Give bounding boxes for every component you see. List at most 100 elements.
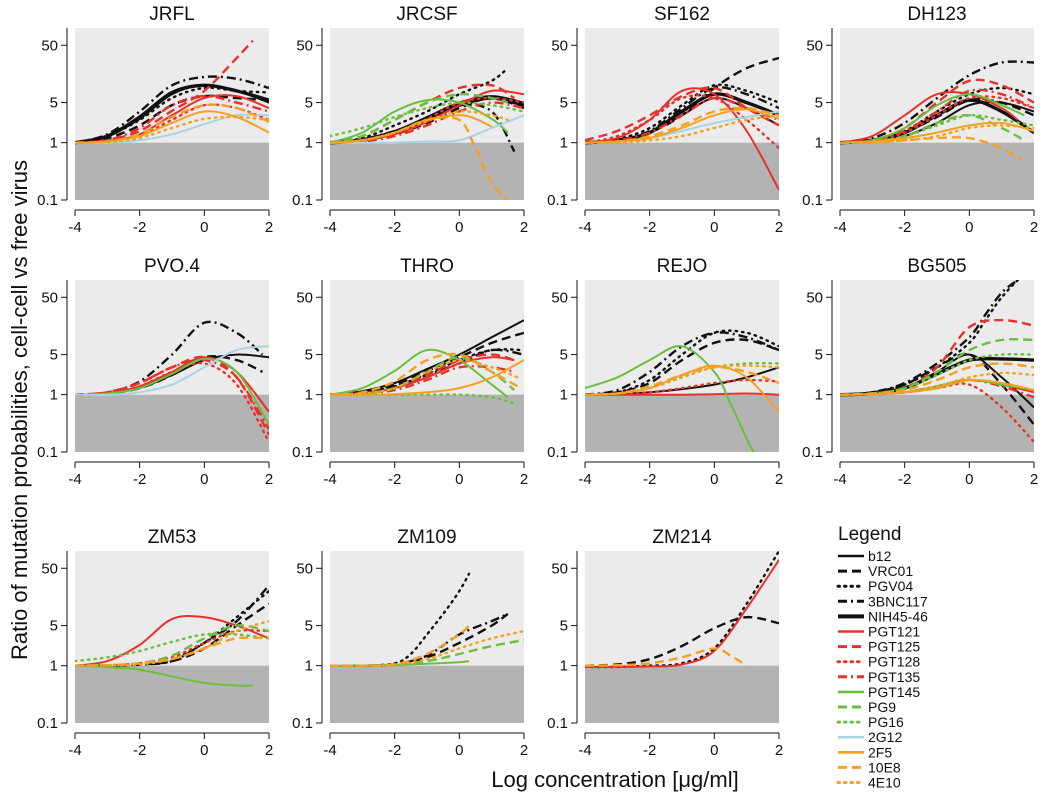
panel-zm53: ZM53 0.1 1 5 50 -4 -2 0 2 [37, 527, 273, 759]
lower-region [840, 142, 1034, 200]
y-tick-label: 5 [560, 95, 568, 112]
x-axis-label: Log concentration [μg/ml] [491, 767, 738, 792]
upper-region [330, 551, 524, 666]
series-pg9 [330, 92, 509, 144]
panel-title: SF162 [654, 4, 710, 25]
panel-title: BG505 [907, 256, 966, 277]
lower-region [330, 394, 524, 452]
panel-title: REJO [657, 256, 708, 277]
legend-item-nih45-46: NIH45-46 [838, 608, 928, 624]
y-tick-label: 50 [41, 37, 58, 54]
y-tick-label: 50 [806, 289, 823, 306]
series-2f5 [330, 359, 524, 396]
y-axis-label: Ratio of mutation probabilities, cell-ce… [7, 160, 32, 660]
y-tick-label: 0.1 [37, 192, 58, 209]
x-tick-label: 0 [965, 471, 973, 488]
y-tick-label: 50 [41, 560, 58, 577]
panel-zm109: ZM109 0.1 1 5 50 -4 -2 0 2 [292, 527, 528, 759]
legend-item-10e8: 10E8 [838, 759, 901, 775]
panel-pvo-4: PVO.4 0.1 1 5 50 -4 -2 0 2 [37, 256, 273, 488]
x-tick-label: 2 [775, 471, 783, 488]
series-pg16 [330, 101, 524, 138]
legend-label: PGT121 [868, 624, 920, 640]
panel-zm214: ZM214 0.1 1 5 50 -4 -2 0 2 [547, 527, 783, 759]
series-nih45-46 [75, 83, 269, 145]
legend-item-b12: b12 [838, 548, 892, 564]
panel-title: ZM109 [397, 527, 456, 548]
legend-label: 10E8 [868, 759, 901, 775]
x-tick-label: -2 [133, 219, 146, 236]
x-tick-label: 2 [520, 742, 528, 759]
y-tick-label: 50 [806, 37, 823, 54]
panel-title: ZM53 [148, 527, 197, 548]
panel-title: JRCSF [396, 4, 457, 25]
series-10e8 [585, 647, 748, 667]
x-axis: -4 -2 0 2 [833, 461, 1038, 488]
x-tick-label: -2 [133, 471, 146, 488]
series-pgt121 [585, 87, 779, 191]
series-4e10 [330, 358, 519, 396]
series-4e10 [330, 110, 509, 144]
legend-label: 2G12 [868, 729, 902, 745]
legend: b12VRC01PGV043BNC117NIH45-46PGT121PGT125… [836, 548, 928, 791]
panel-rejo: REJO 0.1 1 5 50 -4 -2 0 2 [547, 256, 783, 488]
y-tick-label: 5 [50, 618, 58, 635]
panel-jrfl: JRFL 0.1 1 5 50 -4 -2 0 2 [37, 4, 273, 236]
x-tick-label: -4 [578, 471, 591, 488]
x-tick-label: -2 [643, 219, 656, 236]
x-tick-label: 2 [265, 219, 273, 236]
y-tick-label: 5 [50, 347, 58, 364]
x-tick-label: 0 [200, 471, 208, 488]
series-2g12 [330, 114, 524, 144]
x-tick-label: 2 [520, 219, 528, 236]
x-axis: -4 -2 0 2 [578, 209, 783, 236]
legend-item-2g12: 2G12 [838, 729, 902, 745]
lower-region [585, 665, 779, 723]
lower-region [75, 394, 269, 452]
x-axis: -4 -2 0 2 [68, 209, 273, 236]
y-axis: 0.1 1 5 50 [292, 551, 323, 732]
series-pgt135 [75, 358, 269, 430]
x-tick-label: 0 [710, 742, 718, 759]
x-axis: -4 -2 0 2 [323, 461, 528, 488]
series-3bnc117 [840, 60, 1034, 144]
x-tick-label: -2 [898, 471, 911, 488]
panel-title: PVO.4 [144, 256, 200, 277]
y-tick-label: 0.1 [292, 715, 313, 732]
x-tick-label: -2 [643, 471, 656, 488]
legend-label: NIH45-46 [868, 608, 928, 624]
x-axis: -4 -2 0 2 [578, 732, 783, 759]
series-pgt145 [585, 345, 755, 452]
x-tick-label: -4 [323, 742, 336, 759]
y-tick-label: 1 [305, 658, 313, 675]
x-tick-label: -4 [68, 219, 81, 236]
series-4e10 [585, 364, 779, 396]
series-4e10 [75, 619, 269, 667]
y-tick-label: 50 [551, 37, 568, 54]
x-tick-label: -2 [388, 742, 401, 759]
lower-region [75, 142, 269, 200]
x-tick-label: -4 [833, 471, 846, 488]
legend-item-pgt128: PGT128 [836, 654, 920, 670]
legend-item-pg16: PG16 [836, 714, 904, 730]
y-axis: 0.1 1 5 50 [37, 551, 68, 732]
x-tick-label: -2 [388, 471, 401, 488]
y-tick-label: 0.1 [292, 444, 313, 461]
legend-label: PG9 [868, 699, 896, 715]
series-pgt145 [75, 357, 269, 426]
y-tick-label: 1 [815, 135, 823, 152]
x-tick-label: 0 [455, 471, 463, 488]
panel-dh123: DH123 0.1 1 5 50 -4 -2 0 2 [802, 4, 1038, 236]
y-tick-label: 50 [296, 560, 313, 577]
y-tick-label: 1 [560, 658, 568, 675]
y-tick-label: 0.1 [802, 444, 823, 461]
series-4e10 [585, 114, 779, 145]
panel-sf162: SF162 0.1 1 5 50 -4 -2 0 2 [547, 4, 783, 236]
legend-label: 4E10 [868, 775, 901, 791]
y-tick-label: 0.1 [802, 192, 823, 209]
x-tick-label: 2 [775, 219, 783, 236]
lower-region [75, 665, 269, 723]
legend-label: 3BNC117 [868, 593, 928, 609]
x-tick-label: 2 [775, 742, 783, 759]
